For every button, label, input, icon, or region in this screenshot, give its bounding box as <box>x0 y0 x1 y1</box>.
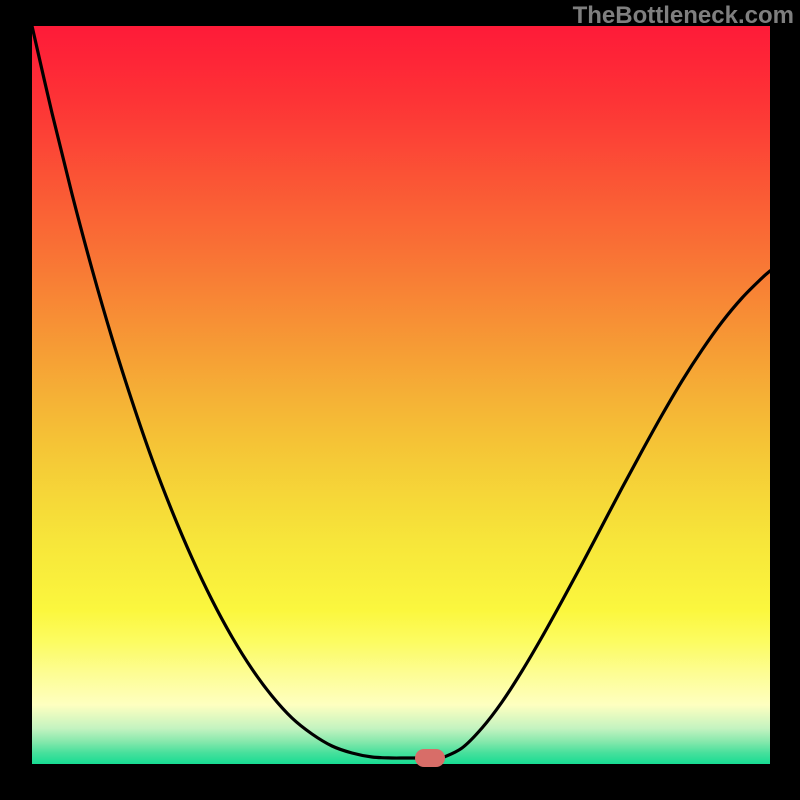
bottleneck-marker <box>415 749 445 767</box>
plot-area <box>32 26 770 764</box>
curve-path <box>32 26 770 759</box>
watermark-text: TheBottleneck.com <box>573 2 794 30</box>
bottleneck-curve <box>32 26 770 764</box>
chart-stage: TheBottleneck.com <box>0 0 800 800</box>
